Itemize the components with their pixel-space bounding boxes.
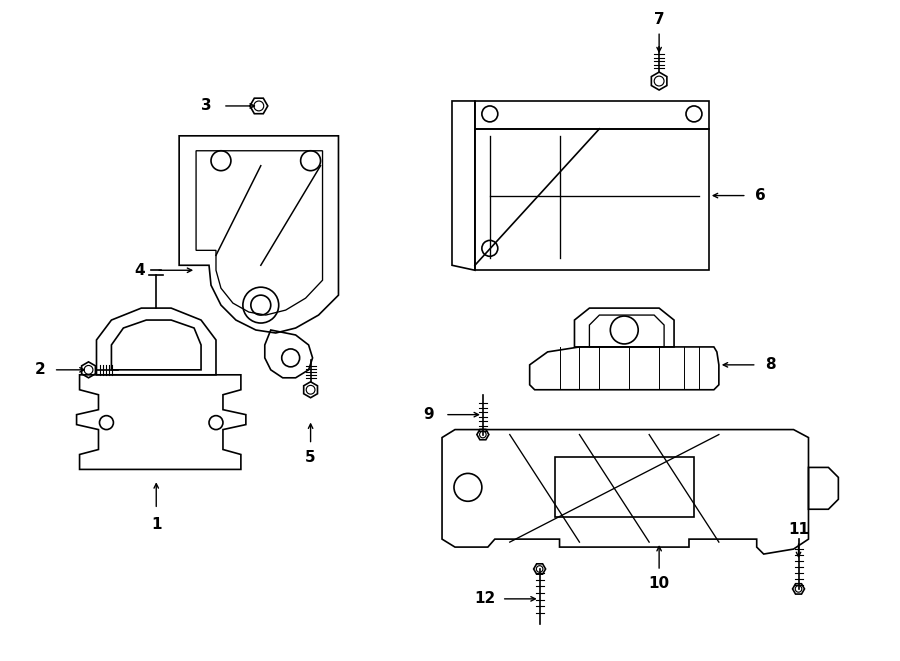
Text: 10: 10: [649, 576, 670, 592]
Text: 7: 7: [653, 12, 664, 27]
Text: 12: 12: [474, 592, 496, 606]
Text: 8: 8: [765, 358, 776, 372]
Text: 4: 4: [134, 263, 145, 278]
Text: 2: 2: [34, 362, 45, 377]
Text: 3: 3: [201, 98, 212, 114]
Text: 9: 9: [423, 407, 434, 422]
Text: 5: 5: [305, 450, 316, 465]
Text: 1: 1: [151, 517, 161, 531]
Text: 11: 11: [788, 522, 809, 537]
Text: 6: 6: [755, 188, 766, 203]
